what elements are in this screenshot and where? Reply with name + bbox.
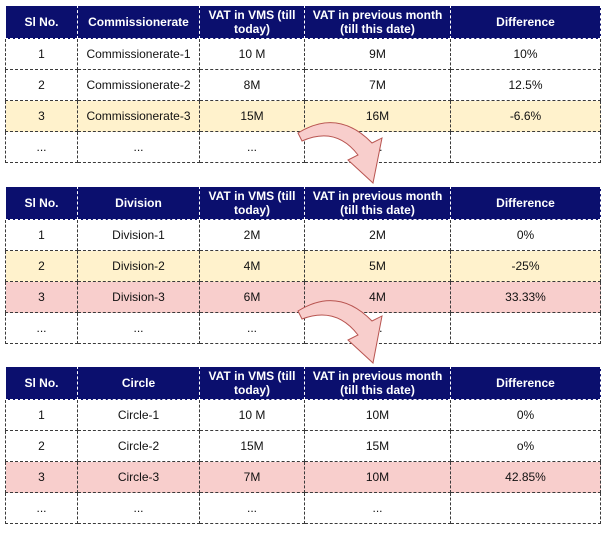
cell-name: Commissionerate-3: [77, 100, 200, 132]
cell-sl-no: 1: [5, 399, 78, 431]
cell-vat-previous: 9M: [304, 38, 451, 70]
cell-vat-vms: 15M: [199, 100, 305, 132]
cell-vat-previous: ...: [304, 492, 451, 524]
cell-vat-previous: 4M: [304, 281, 451, 313]
table-row-ellipsis: ... ... ... ...: [5, 492, 601, 524]
table-row: 1 Circle-1 10 M 10M 0%: [5, 399, 601, 431]
cell-name: ...: [77, 131, 200, 163]
header-sl-no: Sl No.: [5, 186, 78, 220]
cell-name: Commissionerate-1: [77, 38, 200, 70]
cell-difference: -25%: [450, 250, 601, 282]
header-vat-vms: VAT in VMS (till today): [199, 366, 305, 400]
header-vat-vms: VAT in VMS (till today): [199, 186, 305, 220]
cell-difference: 0%: [450, 399, 601, 431]
cell-vat-vms: ...: [199, 131, 305, 163]
table-header-row: Sl No. Commissionerate VAT in VMS (till …: [5, 5, 601, 39]
header-sl-no: Sl No.: [5, 5, 78, 39]
table-header-row: Sl No. Division VAT in VMS (till today) …: [5, 186, 601, 220]
cell-vat-vms: 7M: [199, 461, 305, 493]
cell-sl-no: 3: [5, 100, 78, 132]
table-row-highlighted: 3 Division-3 6M 4M 33.33%: [5, 281, 601, 313]
cell-sl-no: ...: [5, 131, 78, 163]
table-row-highlighted: 3 Circle-3 7M 10M 42.85%: [5, 461, 601, 493]
cell-vat-vms: ...: [199, 312, 305, 344]
cell-difference: 0%: [450, 219, 601, 251]
cell-sl-no: 3: [5, 461, 78, 493]
cell-difference: [450, 312, 601, 344]
cell-name: Circle-3: [77, 461, 200, 493]
header-division: Division: [77, 186, 200, 220]
cell-sl-no: 2: [5, 430, 78, 462]
cell-vat-previous: ...: [304, 131, 451, 163]
header-vat-previous: VAT in previous month (till this date): [304, 366, 451, 400]
header-commissionerate: Commissionerate: [77, 5, 200, 39]
cell-vat-previous: 10M: [304, 461, 451, 493]
cell-name: Division-3: [77, 281, 200, 313]
header-vat-vms: VAT in VMS (till today): [199, 5, 305, 39]
table-row: 2 Commissionerate-2 8M 7M 12.5%: [5, 69, 601, 101]
cell-vat-previous: 2M: [304, 219, 451, 251]
cell-difference: -6.6%: [450, 100, 601, 132]
cell-name: Division-1: [77, 219, 200, 251]
cell-vat-vms: 2M: [199, 219, 305, 251]
cell-name: Division-2: [77, 250, 200, 282]
table-row-highlighted: 2 Division-2 4M 5M -25%: [5, 250, 601, 282]
cell-sl-no: 2: [5, 69, 78, 101]
cell-vat-vms: ...: [199, 492, 305, 524]
cell-vat-previous: 7M: [304, 69, 451, 101]
cell-difference: o%: [450, 430, 601, 462]
header-sl-no: Sl No.: [5, 366, 78, 400]
table-row-ellipsis: ... ... ... ...: [5, 131, 601, 163]
cell-vat-vms: 10 M: [199, 38, 305, 70]
header-difference: Difference: [450, 186, 601, 220]
cell-name: ...: [77, 492, 200, 524]
cell-vat-previous: 15M: [304, 430, 451, 462]
header-vat-previous: VAT in previous month (till this date): [304, 5, 451, 39]
circle-table: Sl No. Circle VAT in VMS (till today) VA…: [5, 366, 601, 524]
cell-vat-vms: 15M: [199, 430, 305, 462]
cell-name: Circle-2: [77, 430, 200, 462]
cell-sl-no: 1: [5, 38, 78, 70]
division-table: Sl No. Division VAT in VMS (till today) …: [5, 186, 601, 344]
cell-difference: [450, 492, 601, 524]
cell-vat-vms: 4M: [199, 250, 305, 282]
cell-name: Circle-1: [77, 399, 200, 431]
header-circle: Circle: [77, 366, 200, 400]
header-difference: Difference: [450, 366, 601, 400]
cell-sl-no: 1: [5, 219, 78, 251]
cell-difference: 10%: [450, 38, 601, 70]
table-row-highlighted: 3 Commissionerate-3 15M 16M -6.6%: [5, 100, 601, 132]
cell-vat-vms: 8M: [199, 69, 305, 101]
cell-vat-vms: 10 M: [199, 399, 305, 431]
cell-difference: 12.5%: [450, 69, 601, 101]
cell-difference: 42.85%: [450, 461, 601, 493]
table-row: 1 Division-1 2M 2M 0%: [5, 219, 601, 251]
cell-sl-no: ...: [5, 492, 78, 524]
cell-name: Commissionerate-2: [77, 69, 200, 101]
cell-vat-previous: 10M: [304, 399, 451, 431]
table-row: 1 Commissionerate-1 10 M 9M 10%: [5, 38, 601, 70]
table-header-row: Sl No. Circle VAT in VMS (till today) VA…: [5, 366, 601, 400]
commissionerate-table: Sl No. Commissionerate VAT in VMS (till …: [5, 5, 601, 163]
header-difference: Difference: [450, 5, 601, 39]
table-row: 2 Circle-2 15M 15M o%: [5, 430, 601, 462]
cell-difference: 33.33%: [450, 281, 601, 313]
cell-vat-previous: 16M: [304, 100, 451, 132]
cell-vat-previous: ...: [304, 312, 451, 344]
header-vat-previous: VAT in previous month (till this date): [304, 186, 451, 220]
cell-sl-no: 3: [5, 281, 78, 313]
table-row-ellipsis: ... ... ... ...: [5, 312, 601, 344]
cell-vat-previous: 5M: [304, 250, 451, 282]
cell-difference: [450, 131, 601, 163]
cell-sl-no: 2: [5, 250, 78, 282]
cell-vat-vms: 6M: [199, 281, 305, 313]
cell-sl-no: ...: [5, 312, 78, 344]
cell-name: ...: [77, 312, 200, 344]
